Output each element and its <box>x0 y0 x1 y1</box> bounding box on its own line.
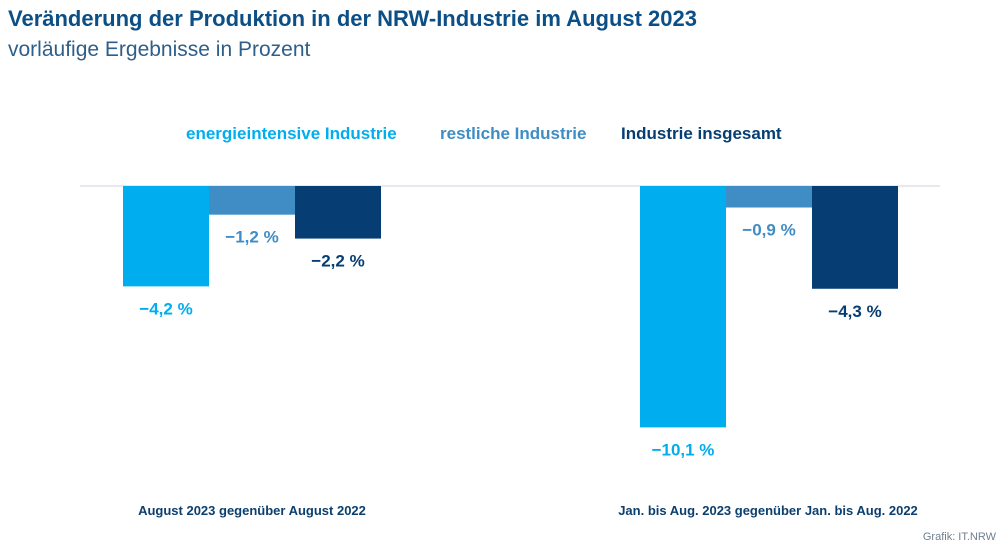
category-labels: August 2023 gegenüber August 2022 Jan. bi… <box>138 503 918 518</box>
bar <box>209 186 295 215</box>
legend-item: energieintensive Industrie <box>186 124 397 143</box>
bar <box>812 186 898 289</box>
chart-title: Veränderung der Produktion in der NRW-In… <box>8 6 697 31</box>
data-label: −4,2 % <box>139 299 192 318</box>
source-credit: Grafik: IT.NRW <box>922 531 996 543</box>
bar <box>295 186 381 239</box>
data-label: −10,1 % <box>652 440 715 459</box>
data-label: −4,3 % <box>828 302 881 321</box>
bar <box>726 186 812 208</box>
data-label: −0,9 % <box>742 221 795 240</box>
data-label: −1,2 % <box>225 228 278 247</box>
legend-item: Industrie insgesamt <box>621 124 782 143</box>
data-label: −2,2 % <box>311 252 364 271</box>
bar <box>640 186 726 428</box>
value-labels: −4,2 % −1,2 % −2,2 % −10,1 % −0,9 % −4,3 % <box>139 221 881 460</box>
category-label: August 2023 gegenüber August 2022 <box>138 503 366 518</box>
bars <box>123 186 898 428</box>
legend-item: restliche Industrie <box>440 124 586 143</box>
category-label: Jan. bis Aug. 2023 gegenüber Jan. bis Au… <box>618 503 918 518</box>
chart-subtitle: vorläufige Ergebnisse in Prozent <box>8 38 311 61</box>
legend: energieintensive Industrie restliche Indu… <box>186 124 782 143</box>
bar <box>123 186 209 287</box>
